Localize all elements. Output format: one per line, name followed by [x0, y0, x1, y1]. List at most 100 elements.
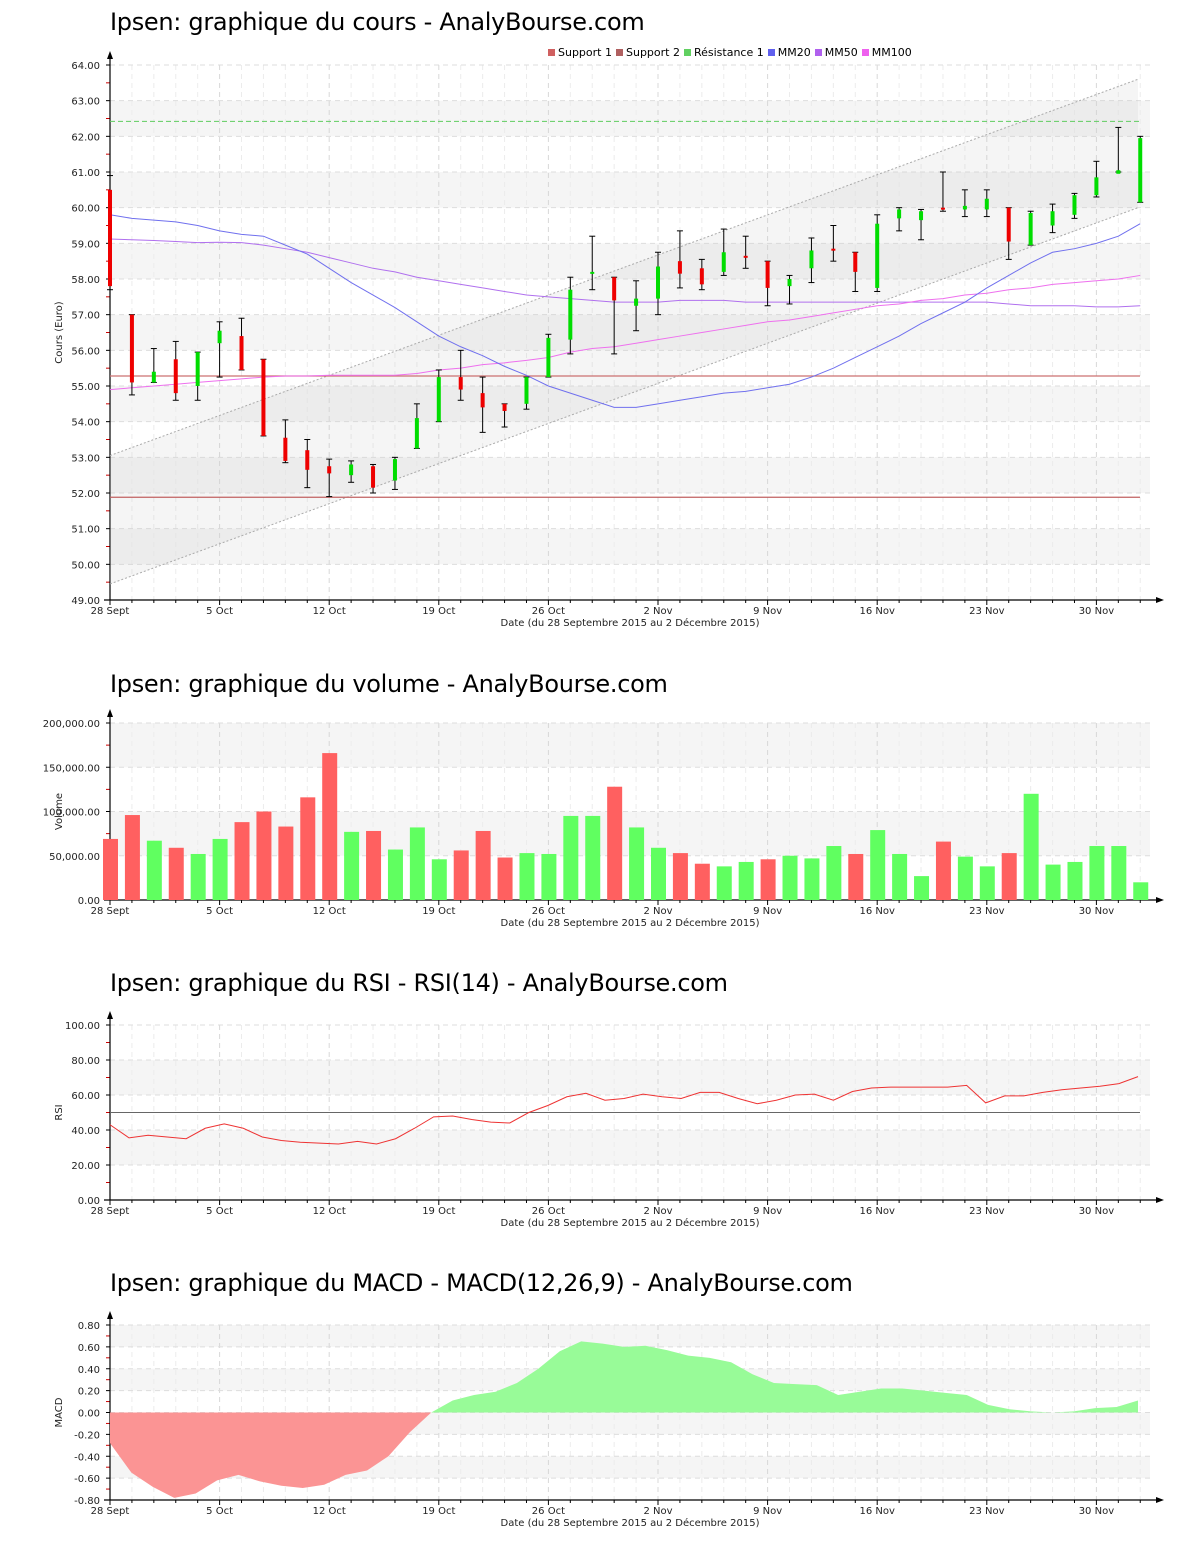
svg-text:-0.60: -0.60 — [74, 1474, 100, 1485]
volume-bar — [1023, 793, 1039, 900]
svg-text:30 Nov: 30 Nov — [1079, 606, 1115, 617]
svg-text:55.00: 55.00 — [71, 382, 100, 393]
candle — [172, 340, 179, 401]
legend-swatch-icon — [683, 49, 691, 56]
candle — [545, 333, 552, 378]
svg-text:30 Nov: 30 Nov — [1079, 906, 1115, 917]
svg-text:28 Sept: 28 Sept — [91, 906, 130, 917]
legend-label: MM100 — [871, 46, 912, 59]
candle — [874, 214, 881, 292]
volume-bar — [957, 856, 973, 900]
candle — [150, 348, 157, 383]
legend-item: Support 2 — [615, 46, 680, 59]
svg-text:50,000.00: 50,000.00 — [49, 852, 100, 863]
candle — [326, 458, 333, 498]
svg-text:2 Nov: 2 Nov — [643, 1206, 672, 1217]
svg-text:Date (du 28 Septembre 2015 au: Date (du 28 Septembre 2015 au 2 Décembre… — [501, 1517, 760, 1529]
volume-bar — [979, 866, 995, 900]
svg-text:0.00: 0.00 — [78, 896, 100, 907]
svg-text:26 Oct: 26 Oct — [532, 1506, 565, 1517]
svg-text:19 Oct: 19 Oct — [422, 1206, 455, 1217]
svg-text:19 Oct: 19 Oct — [422, 1506, 455, 1517]
candle — [128, 314, 135, 396]
candle — [808, 237, 815, 284]
volume-bar — [738, 861, 754, 900]
legend-item: Résistance 1 — [683, 46, 764, 59]
price-chart-title: Ipsen: graphique du cours - AnalyBourse.… — [110, 8, 645, 36]
candle — [655, 251, 661, 316]
svg-text:80.00: 80.00 — [71, 1056, 100, 1067]
volume-bar — [848, 853, 864, 900]
volume-bar — [497, 857, 513, 900]
volume-bar — [300, 797, 316, 900]
macd-negative-area — [110, 1412, 432, 1498]
svg-text:16 Nov: 16 Nov — [859, 906, 895, 917]
candle — [348, 460, 355, 483]
candle — [479, 376, 486, 433]
candle — [786, 274, 793, 305]
volume-bar — [344, 831, 360, 900]
svg-text:Cours (Euro): Cours (Euro) — [54, 301, 65, 364]
svg-text:40.00: 40.00 — [71, 1126, 100, 1137]
volume-bar — [1001, 853, 1017, 900]
candle — [523, 376, 530, 410]
svg-text:2 Nov: 2 Nov — [643, 606, 672, 617]
legend-label: Support 2 — [625, 46, 680, 59]
volume-bar — [607, 786, 623, 900]
svg-text:60.00: 60.00 — [71, 1091, 100, 1102]
volume-bar — [651, 847, 666, 900]
svg-text:Volume: Volume — [54, 793, 65, 830]
svg-text:Date (du 28 Septembre 2015 au: Date (du 28 Septembre 2015 au 2 Décembre… — [501, 1217, 760, 1229]
svg-text:23 Nov: 23 Nov — [969, 1206, 1005, 1217]
candle — [698, 258, 705, 291]
candle — [567, 276, 574, 355]
legend-item: MM20 — [767, 46, 811, 59]
svg-text:9 Nov: 9 Nov — [753, 606, 782, 617]
svg-text:53.00: 53.00 — [71, 453, 100, 464]
volume-bar — [672, 853, 688, 900]
candle — [1071, 192, 1078, 219]
svg-text:-0.40: -0.40 — [74, 1452, 100, 1463]
legend-swatch-icon — [615, 49, 623, 56]
svg-text:Date (du 28 Septembre 2015 au: Date (du 28 Septembre 2015 au 2 Décembre… — [501, 917, 760, 929]
volume-bar — [1111, 846, 1127, 900]
candle — [107, 175, 113, 291]
svg-text:50.00: 50.00 — [71, 560, 100, 571]
svg-text:63.00: 63.00 — [71, 97, 100, 108]
volume-bar — [1045, 864, 1061, 900]
legend-label: Support 1 — [558, 46, 612, 59]
candle — [1137, 135, 1144, 203]
legend-label: MM50 — [824, 46, 858, 59]
svg-text:56.00: 56.00 — [71, 346, 100, 357]
svg-text:61.00: 61.00 — [71, 168, 100, 179]
volume-bar — [585, 815, 601, 900]
candle — [413, 403, 420, 449]
svg-text:28 Sept: 28 Sept — [91, 1506, 130, 1517]
candle — [961, 189, 968, 218]
volume-bar — [387, 849, 403, 900]
svg-text:-0.20: -0.20 — [74, 1430, 100, 1441]
volume-bar — [212, 838, 228, 900]
svg-text:MACD: MACD — [54, 1397, 65, 1427]
svg-text:16 Nov: 16 Nov — [859, 606, 895, 617]
volume-bar — [826, 846, 842, 900]
volume-bar — [453, 850, 469, 900]
svg-text:19 Oct: 19 Oct — [422, 606, 455, 617]
candle — [589, 235, 596, 291]
candle — [720, 228, 727, 276]
legend-swatch-icon — [767, 49, 775, 56]
volume-bar — [870, 830, 886, 900]
svg-text:0.20: 0.20 — [78, 1387, 100, 1398]
volume-bar — [1089, 846, 1105, 900]
candle — [1005, 207, 1012, 260]
svg-text:5 Oct: 5 Oct — [206, 906, 233, 917]
svg-text:12 Oct: 12 Oct — [313, 1506, 346, 1517]
volume-bar — [782, 855, 798, 900]
svg-text:0.00: 0.00 — [78, 1196, 100, 1207]
svg-text:100,000.00: 100,000.00 — [43, 808, 100, 819]
candle — [764, 260, 771, 307]
volume-bar — [804, 858, 820, 900]
candle — [194, 351, 201, 401]
svg-text:100.00: 100.00 — [65, 1021, 100, 1032]
legend-item: MM100 — [861, 46, 912, 59]
